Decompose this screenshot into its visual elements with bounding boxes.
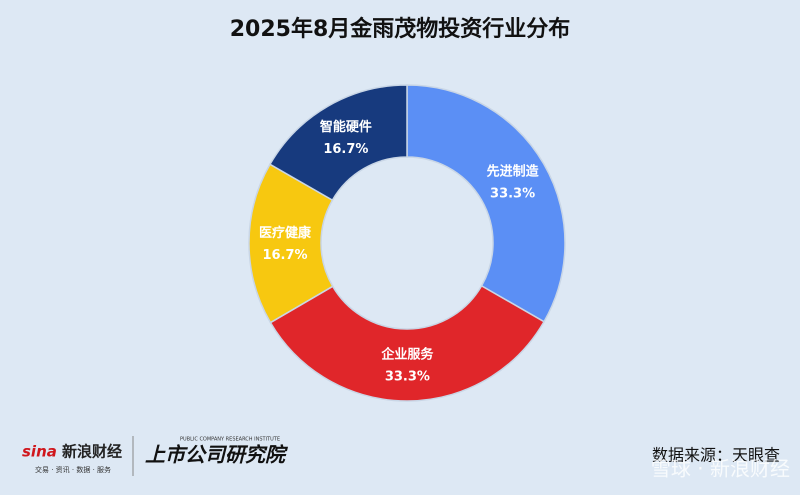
slice-label: 先进制造 [487, 163, 540, 179]
value-label: 16.7% [262, 248, 307, 263]
value-label: 16.7% [323, 142, 368, 157]
donut [248, 84, 566, 402]
slice-label: 医疗健康 [259, 225, 312, 241]
institute: 上市公司研究院 [145, 443, 289, 467]
sina-logo: sina [22, 443, 57, 461]
slice-label: 企业服务 [380, 346, 434, 362]
institute-en: PUBLIC COMPANY RESEARCH INSTITUTE [180, 437, 280, 443]
brand: 新浪财经 [62, 443, 122, 461]
chart-title: 2025年8月金雨茂物投资行业分布 [230, 16, 571, 42]
slice [268, 84, 408, 202]
slice-label: 智能硬件 [320, 119, 372, 135]
brand-tagline: 交易 · 资讯 · 数据 · 服务 [35, 465, 111, 474]
footer: sina 新浪财经 交易 · 资讯 · 数据 · 服务 上市公司研究院 PUBL… [22, 436, 790, 481]
slice [269, 284, 546, 402]
watermark: 雪球 · 新浪财经 [651, 457, 790, 481]
slice [406, 84, 566, 323]
value-label: 33.3% [385, 369, 430, 384]
value-label: 33.3% [490, 186, 535, 201]
source: 数据来源：天眼查 [652, 446, 780, 465]
